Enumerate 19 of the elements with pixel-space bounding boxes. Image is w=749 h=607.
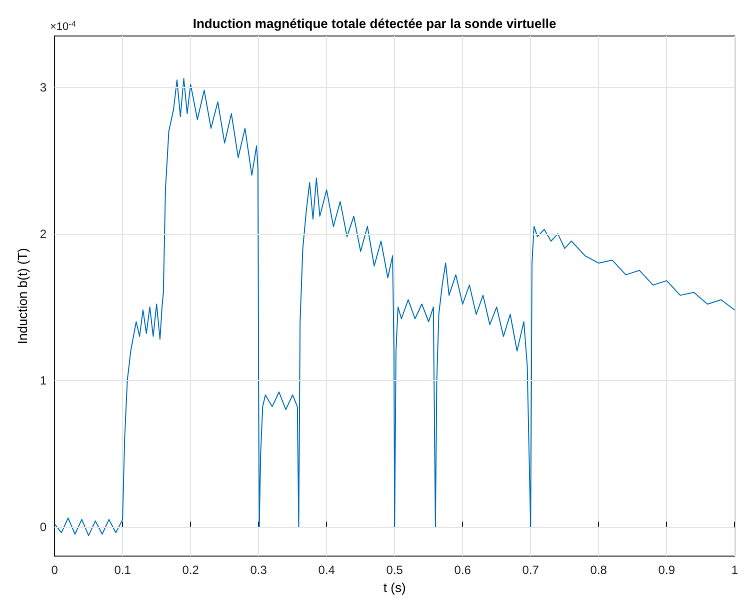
x-tick-label: 0.3 [250,563,268,578]
x-axis-title: t (s) [383,580,406,595]
y-tick-label: 0 [40,520,47,534]
x-tick-label: 0.4 [318,563,336,578]
x-tick-label: 1 [731,563,738,578]
x-tick-label: 0.6 [454,563,472,578]
x-tick-label: 0.8 [590,563,608,578]
line-series [54,78,736,536]
x-tick-label: 0.1 [114,563,132,578]
y-tick-label: 2 [40,226,47,241]
y-tick-label: 3 [40,80,47,94]
chart-title: Induction magnétique totale détectée par la sonde virtuelle [192,16,556,31]
y-axis-title: Induction b(t) (T) [15,248,30,344]
x-tick-label: 0 [51,563,58,578]
x-tick-label: 0.7 [522,563,540,578]
y-tick-label: 1 [40,373,47,388]
x-tick-label: 0.2 [182,563,200,578]
x-tick-label: 0.9 [658,563,676,578]
x-tick-label: 0.5 [386,563,404,578]
